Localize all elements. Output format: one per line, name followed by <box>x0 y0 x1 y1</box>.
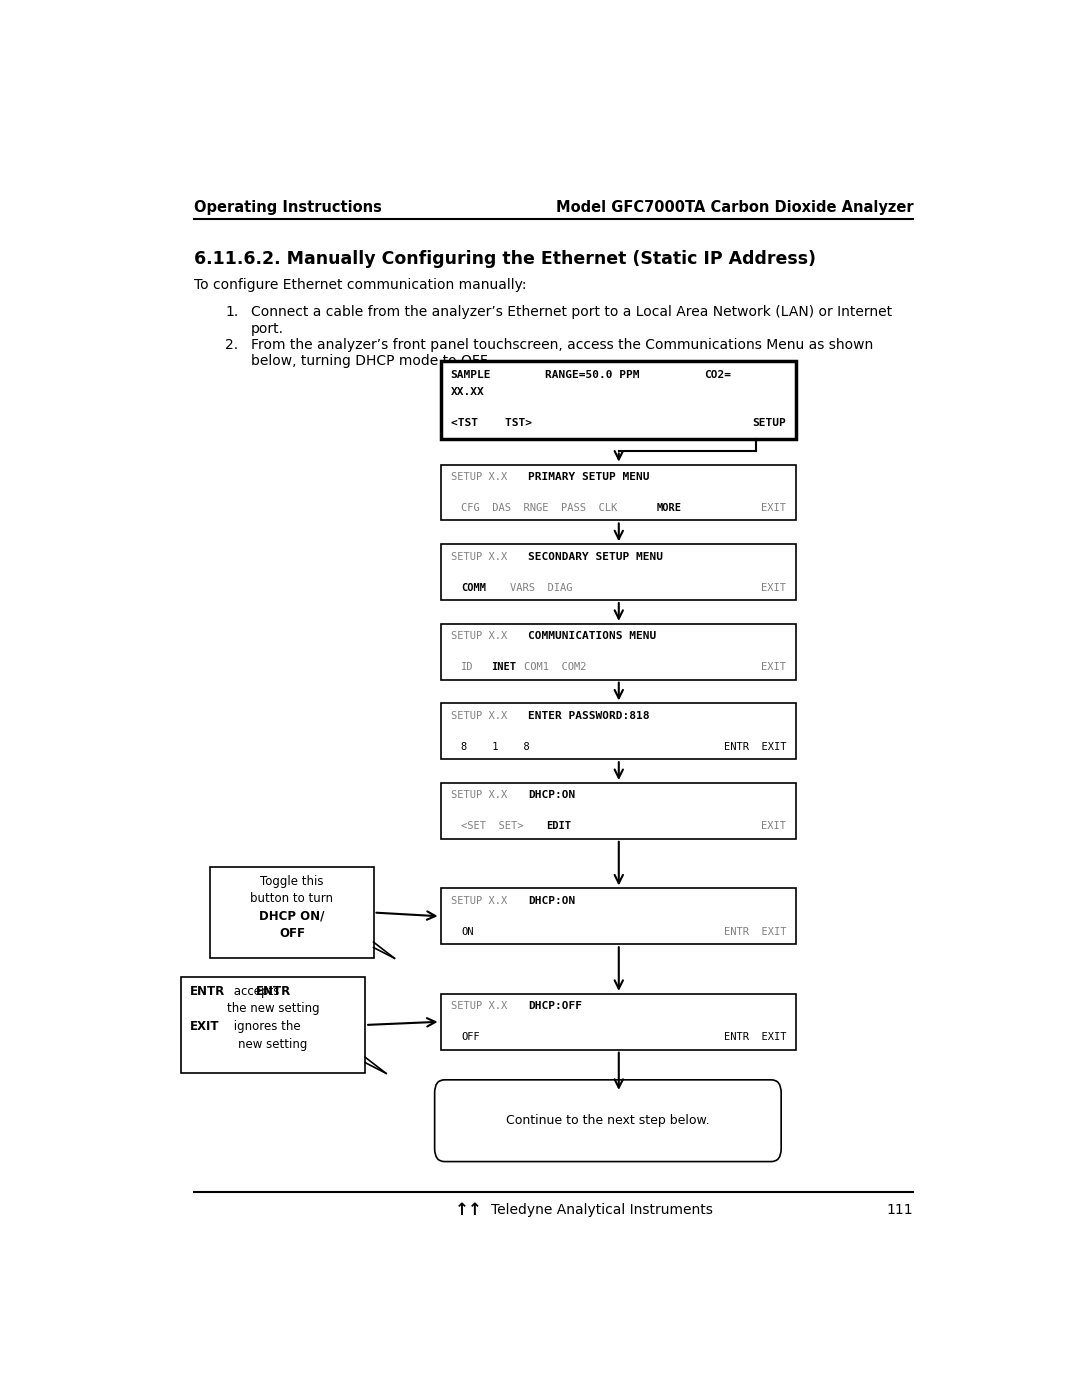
Text: CO2=: CO2= <box>704 370 731 380</box>
Text: ON: ON <box>461 926 474 937</box>
Text: DHCP:ON: DHCP:ON <box>528 791 576 800</box>
Text: ID: ID <box>461 662 474 672</box>
Text: INET: INET <box>490 662 516 672</box>
Text: Operating Instructions: Operating Instructions <box>193 200 381 215</box>
Text: EXIT: EXIT <box>761 583 786 592</box>
Bar <box>441 993 796 1049</box>
Text: ENTR: ENTR <box>189 985 225 999</box>
Text: OFF: OFF <box>461 1032 481 1042</box>
Text: EXIT: EXIT <box>761 662 786 672</box>
Text: SETUP X.X: SETUP X.X <box>450 631 507 641</box>
Text: SAMPLE: SAMPLE <box>450 370 491 380</box>
Text: ignores the: ignores the <box>230 1020 300 1032</box>
Text: To configure Ethernet communication manually:: To configure Ethernet communication manu… <box>193 278 526 292</box>
Text: ENTER PASSWORD:818: ENTER PASSWORD:818 <box>528 711 650 721</box>
Text: OFF: OFF <box>279 928 305 940</box>
Text: SETUP X.X: SETUP X.X <box>450 711 507 721</box>
Text: COMM: COMM <box>461 583 486 592</box>
Text: Continue to the next step below.: Continue to the next step below. <box>507 1115 710 1127</box>
FancyBboxPatch shape <box>434 1080 781 1161</box>
Text: XX.XX: XX.XX <box>450 387 484 397</box>
Text: EXIT: EXIT <box>761 821 786 831</box>
Text: SETUP X.X: SETUP X.X <box>450 895 507 905</box>
Text: Toggle this: Toggle this <box>260 876 324 888</box>
Text: SETUP: SETUP <box>753 418 786 427</box>
Text: DHCP:OFF: DHCP:OFF <box>528 1002 582 1011</box>
Text: ENTR  EXIT: ENTR EXIT <box>724 926 786 937</box>
Text: <SET  SET>: <SET SET> <box>461 821 524 831</box>
Text: ENTR: ENTR <box>256 985 291 999</box>
Text: SECONDARY SETUP MENU: SECONDARY SETUP MENU <box>528 552 663 562</box>
Bar <box>441 703 796 760</box>
Text: <TST    TST>: <TST TST> <box>450 418 531 427</box>
Text: RANGE=50.0 PPM: RANGE=50.0 PPM <box>545 370 639 380</box>
Bar <box>441 545 796 601</box>
Text: ENTR  EXIT: ENTR EXIT <box>724 1032 786 1042</box>
Text: ↑↑: ↑↑ <box>455 1201 483 1220</box>
Text: EDIT: EDIT <box>546 821 571 831</box>
Text: new setting: new setting <box>239 1038 308 1051</box>
Text: MORE: MORE <box>657 503 681 513</box>
Text: accepts: accepts <box>230 985 279 999</box>
Text: ENTR  EXIT: ENTR EXIT <box>724 742 786 752</box>
Text: SETUP X.X: SETUP X.X <box>450 552 507 562</box>
Bar <box>441 465 796 521</box>
Text: SETUP X.X: SETUP X.X <box>450 1002 507 1011</box>
Text: DHCP ON/: DHCP ON/ <box>259 909 325 923</box>
Text: 8    1    8: 8 1 8 <box>461 742 530 752</box>
Text: From the analyzer’s front panel touchscreen, access the Communications Menu as s: From the analyzer’s front panel touchscr… <box>251 338 873 367</box>
Text: button to turn: button to turn <box>251 891 334 905</box>
Text: Connect a cable from the analyzer’s Ethernet port to a Local Area Network (LAN) : Connect a cable from the analyzer’s Ethe… <box>251 306 892 335</box>
Text: COM1  COM2: COM1 COM2 <box>524 662 586 672</box>
Text: 111: 111 <box>887 1203 914 1217</box>
Text: Model GFC7000TA Carbon Dioxide Analyzer: Model GFC7000TA Carbon Dioxide Analyzer <box>556 200 914 215</box>
Text: 6.11.6.2. Manually Configuring the Ethernet (Static IP Address): 6.11.6.2. Manually Configuring the Ether… <box>193 250 815 268</box>
Text: CFG  DAS  RNGE  PASS  CLK: CFG DAS RNGE PASS CLK <box>461 503 631 513</box>
Text: Teledyne Analytical Instruments: Teledyne Analytical Instruments <box>490 1203 713 1217</box>
Text: PRIMARY SETUP MENU: PRIMARY SETUP MENU <box>528 472 650 482</box>
Bar <box>211 866 374 958</box>
Bar <box>441 782 796 838</box>
Text: SETUP X.X: SETUP X.X <box>450 791 507 800</box>
Text: 1.: 1. <box>226 306 239 320</box>
Bar <box>441 362 796 439</box>
Text: VARS  DIAG: VARS DIAG <box>510 583 572 592</box>
Text: DHCP:ON: DHCP:ON <box>528 895 576 905</box>
Bar <box>181 977 365 1073</box>
Text: the new setting: the new setting <box>227 1003 320 1016</box>
Text: SETUP X.X: SETUP X.X <box>450 472 507 482</box>
Text: EXIT: EXIT <box>761 503 786 513</box>
Text: EXIT: EXIT <box>189 1020 219 1032</box>
Text: 2.: 2. <box>226 338 239 352</box>
Bar <box>441 623 796 680</box>
Bar <box>441 888 796 944</box>
Text: COMMUNICATIONS MENU: COMMUNICATIONS MENU <box>528 631 657 641</box>
